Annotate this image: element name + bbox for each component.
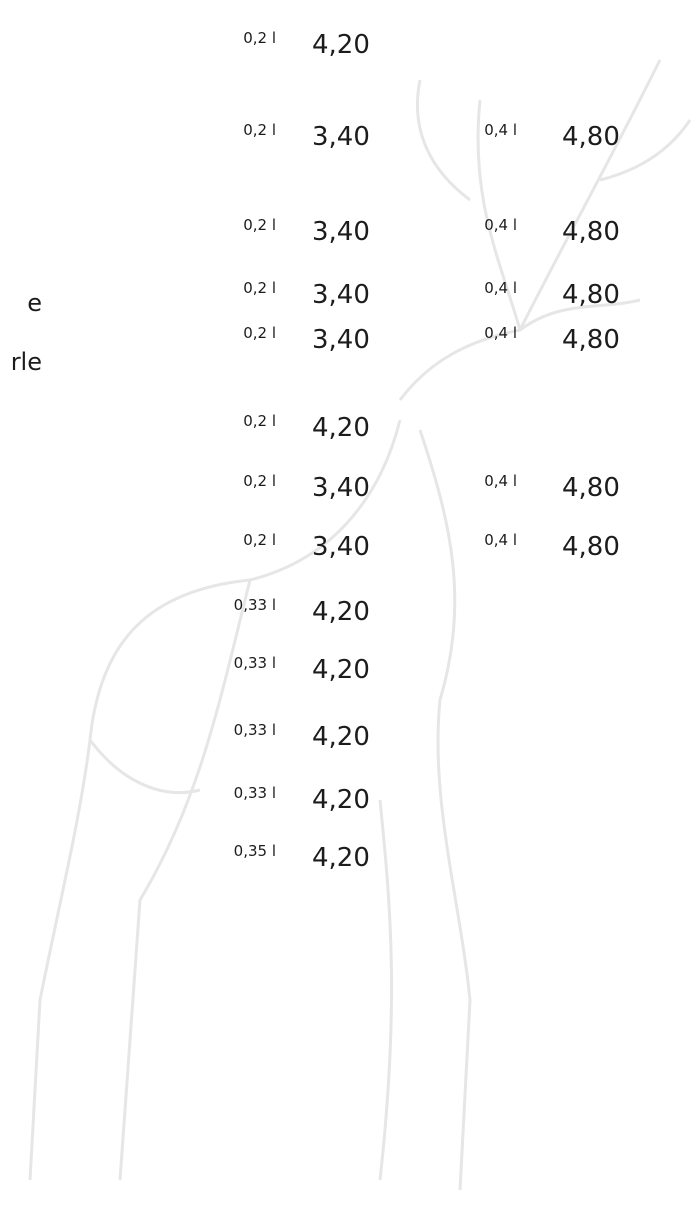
- price: 4,80: [562, 473, 620, 503]
- volume: 0,33 l: [233, 654, 276, 672]
- price: 4,20: [312, 785, 370, 815]
- price: 3,40: [312, 122, 370, 152]
- price: 3,40: [312, 280, 370, 310]
- volume: 0,2 l: [243, 412, 276, 430]
- price: 3,40: [312, 217, 370, 247]
- price: 3,40: [312, 473, 370, 503]
- price: 4,80: [562, 217, 620, 247]
- price: 4,80: [562, 122, 620, 152]
- volume: 0,4 l: [484, 216, 517, 234]
- price: 4,20: [312, 722, 370, 752]
- item-name: rle: [10, 348, 42, 376]
- volume: 0,33 l: [233, 721, 276, 739]
- volume: 0,4 l: [484, 531, 517, 549]
- price: 4,20: [312, 30, 370, 60]
- volume: 0,4 l: [484, 472, 517, 490]
- volume: 0,2 l: [243, 279, 276, 297]
- price: 4,80: [562, 532, 620, 562]
- price: 4,20: [312, 413, 370, 443]
- volume: 0,4 l: [484, 121, 517, 139]
- price: 4,20: [312, 597, 370, 627]
- volume: 0,4 l: [484, 324, 517, 342]
- volume: 0,2 l: [243, 216, 276, 234]
- volume: 0,2 l: [243, 531, 276, 549]
- volume: 0,2 l: [243, 121, 276, 139]
- price: 3,40: [312, 325, 370, 355]
- volume: 0,33 l: [233, 784, 276, 802]
- volume: 0,33 l: [233, 596, 276, 614]
- volume: 0,4 l: [484, 279, 517, 297]
- item-name: e: [27, 289, 42, 317]
- volume: 0,2 l: [243, 29, 276, 47]
- volume: 0,2 l: [243, 324, 276, 342]
- price: 3,40: [312, 532, 370, 562]
- price: 4,20: [312, 655, 370, 685]
- price: 4,80: [562, 280, 620, 310]
- volume: 0,2 l: [243, 472, 276, 490]
- price: 4,20: [312, 843, 370, 873]
- price: 4,80: [562, 325, 620, 355]
- volume: 0,35 l: [233, 842, 276, 860]
